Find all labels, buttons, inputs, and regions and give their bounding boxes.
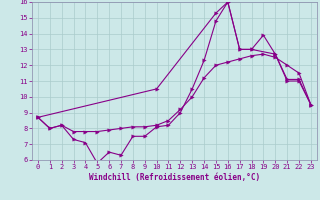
X-axis label: Windchill (Refroidissement éolien,°C): Windchill (Refroidissement éolien,°C) xyxy=(89,173,260,182)
